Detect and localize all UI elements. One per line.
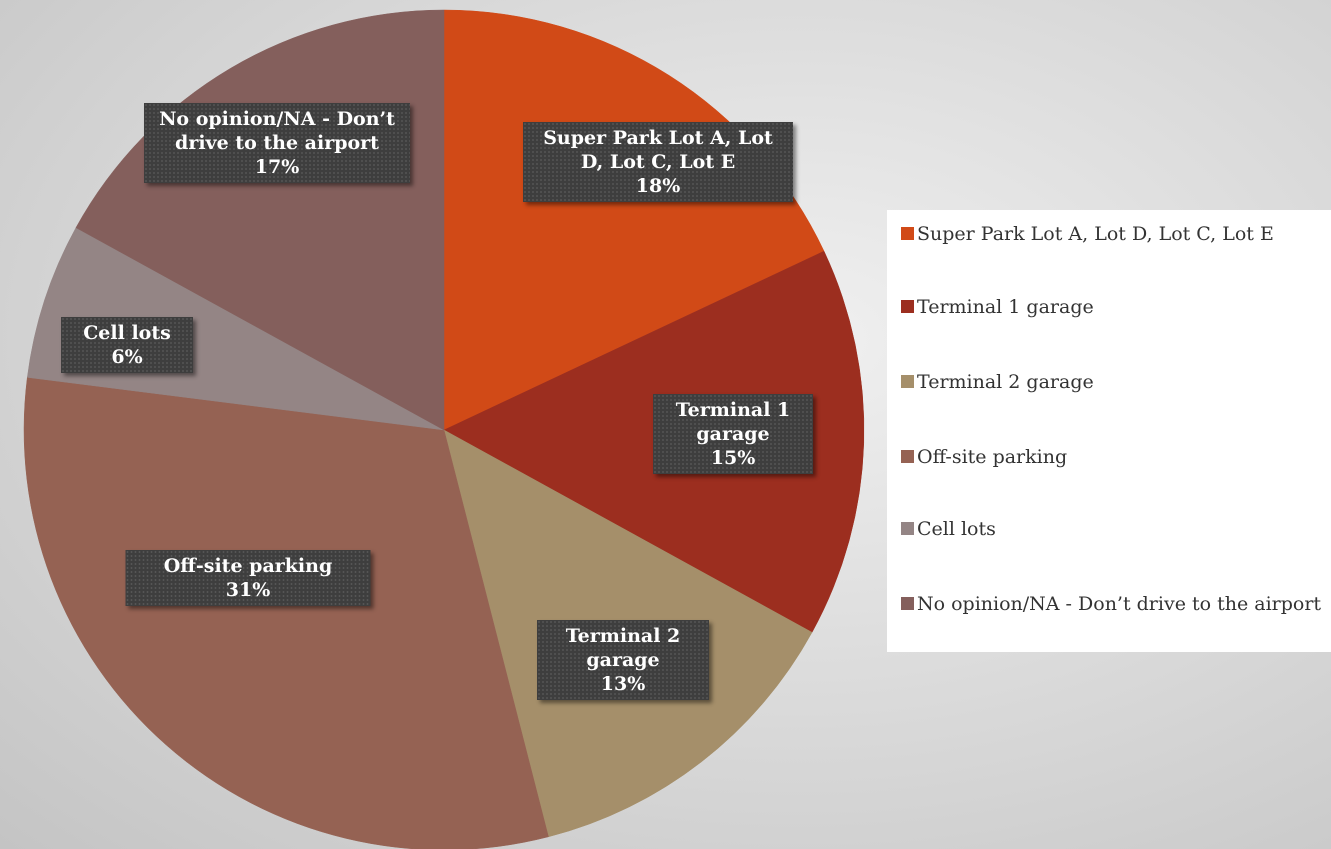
data-label-value: 17% xyxy=(254,156,300,178)
legend-label: No opinion/NA - Don’t drive to the airpo… xyxy=(917,593,1322,615)
legend-swatch xyxy=(901,300,914,313)
data-label: No opinion/NA - Don’t drive to the airpo… xyxy=(144,103,410,183)
legend-label: Terminal 1 garage xyxy=(917,296,1094,318)
pie-slice xyxy=(27,227,445,431)
data-label-value: 13% xyxy=(600,673,646,695)
legend-entry: No opinion/NA - Don’t drive to the airpo… xyxy=(901,592,1326,616)
data-label: Terminal 1 garage 15% xyxy=(653,394,813,474)
legend-entry: Super Park Lot A, Lot D, Lot C, Lot E xyxy=(901,222,1326,246)
legend-swatch xyxy=(901,597,914,610)
data-label-value: 15% xyxy=(710,447,756,469)
data-label-value: 6% xyxy=(111,346,143,368)
data-label-category: Off-site parking xyxy=(163,555,333,577)
legend-label: Terminal 2 garage xyxy=(917,371,1094,393)
legend-swatch xyxy=(901,450,914,463)
data-label-category: Terminal 1 garage xyxy=(675,399,791,445)
legend-entry: Terminal 1 garage xyxy=(901,295,1326,319)
data-label-value: 18% xyxy=(635,175,681,197)
legend-entry: Off-site parking xyxy=(901,445,1326,469)
data-label-category: Cell lots xyxy=(83,322,171,344)
legend: Super Park Lot A, Lot D, Lot C, Lot E Ter… xyxy=(887,210,1331,652)
pie-slice xyxy=(23,377,549,849)
legend-swatch xyxy=(901,375,914,388)
legend-label: Off-site parking xyxy=(917,446,1068,468)
data-label-category: Terminal 2 garage xyxy=(565,625,681,671)
data-label: Super Park Lot A, Lot D, Lot C, Lot E 18% xyxy=(523,122,793,202)
data-label-category: No opinion/NA - Don’t drive to the airpo… xyxy=(159,108,395,154)
legend-label: Super Park Lot A, Lot D, Lot C, Lot E xyxy=(917,223,1274,245)
legend-swatch xyxy=(901,227,914,240)
data-label: Off-site parking 31% xyxy=(125,550,371,606)
pie-slice xyxy=(443,9,825,431)
legend-label: Cell lots xyxy=(917,518,996,540)
legend-entry: Terminal 2 garage xyxy=(901,370,1326,394)
data-label-category: Super Park Lot A, Lot D, Lot C, Lot E xyxy=(543,127,773,173)
legend-swatch xyxy=(901,522,914,535)
data-label: Cell lots 6% xyxy=(61,317,193,373)
data-label: Terminal 2 garage 13% xyxy=(537,620,709,700)
legend-entry: Cell lots xyxy=(901,517,1326,541)
data-label-value: 31% xyxy=(225,579,271,601)
